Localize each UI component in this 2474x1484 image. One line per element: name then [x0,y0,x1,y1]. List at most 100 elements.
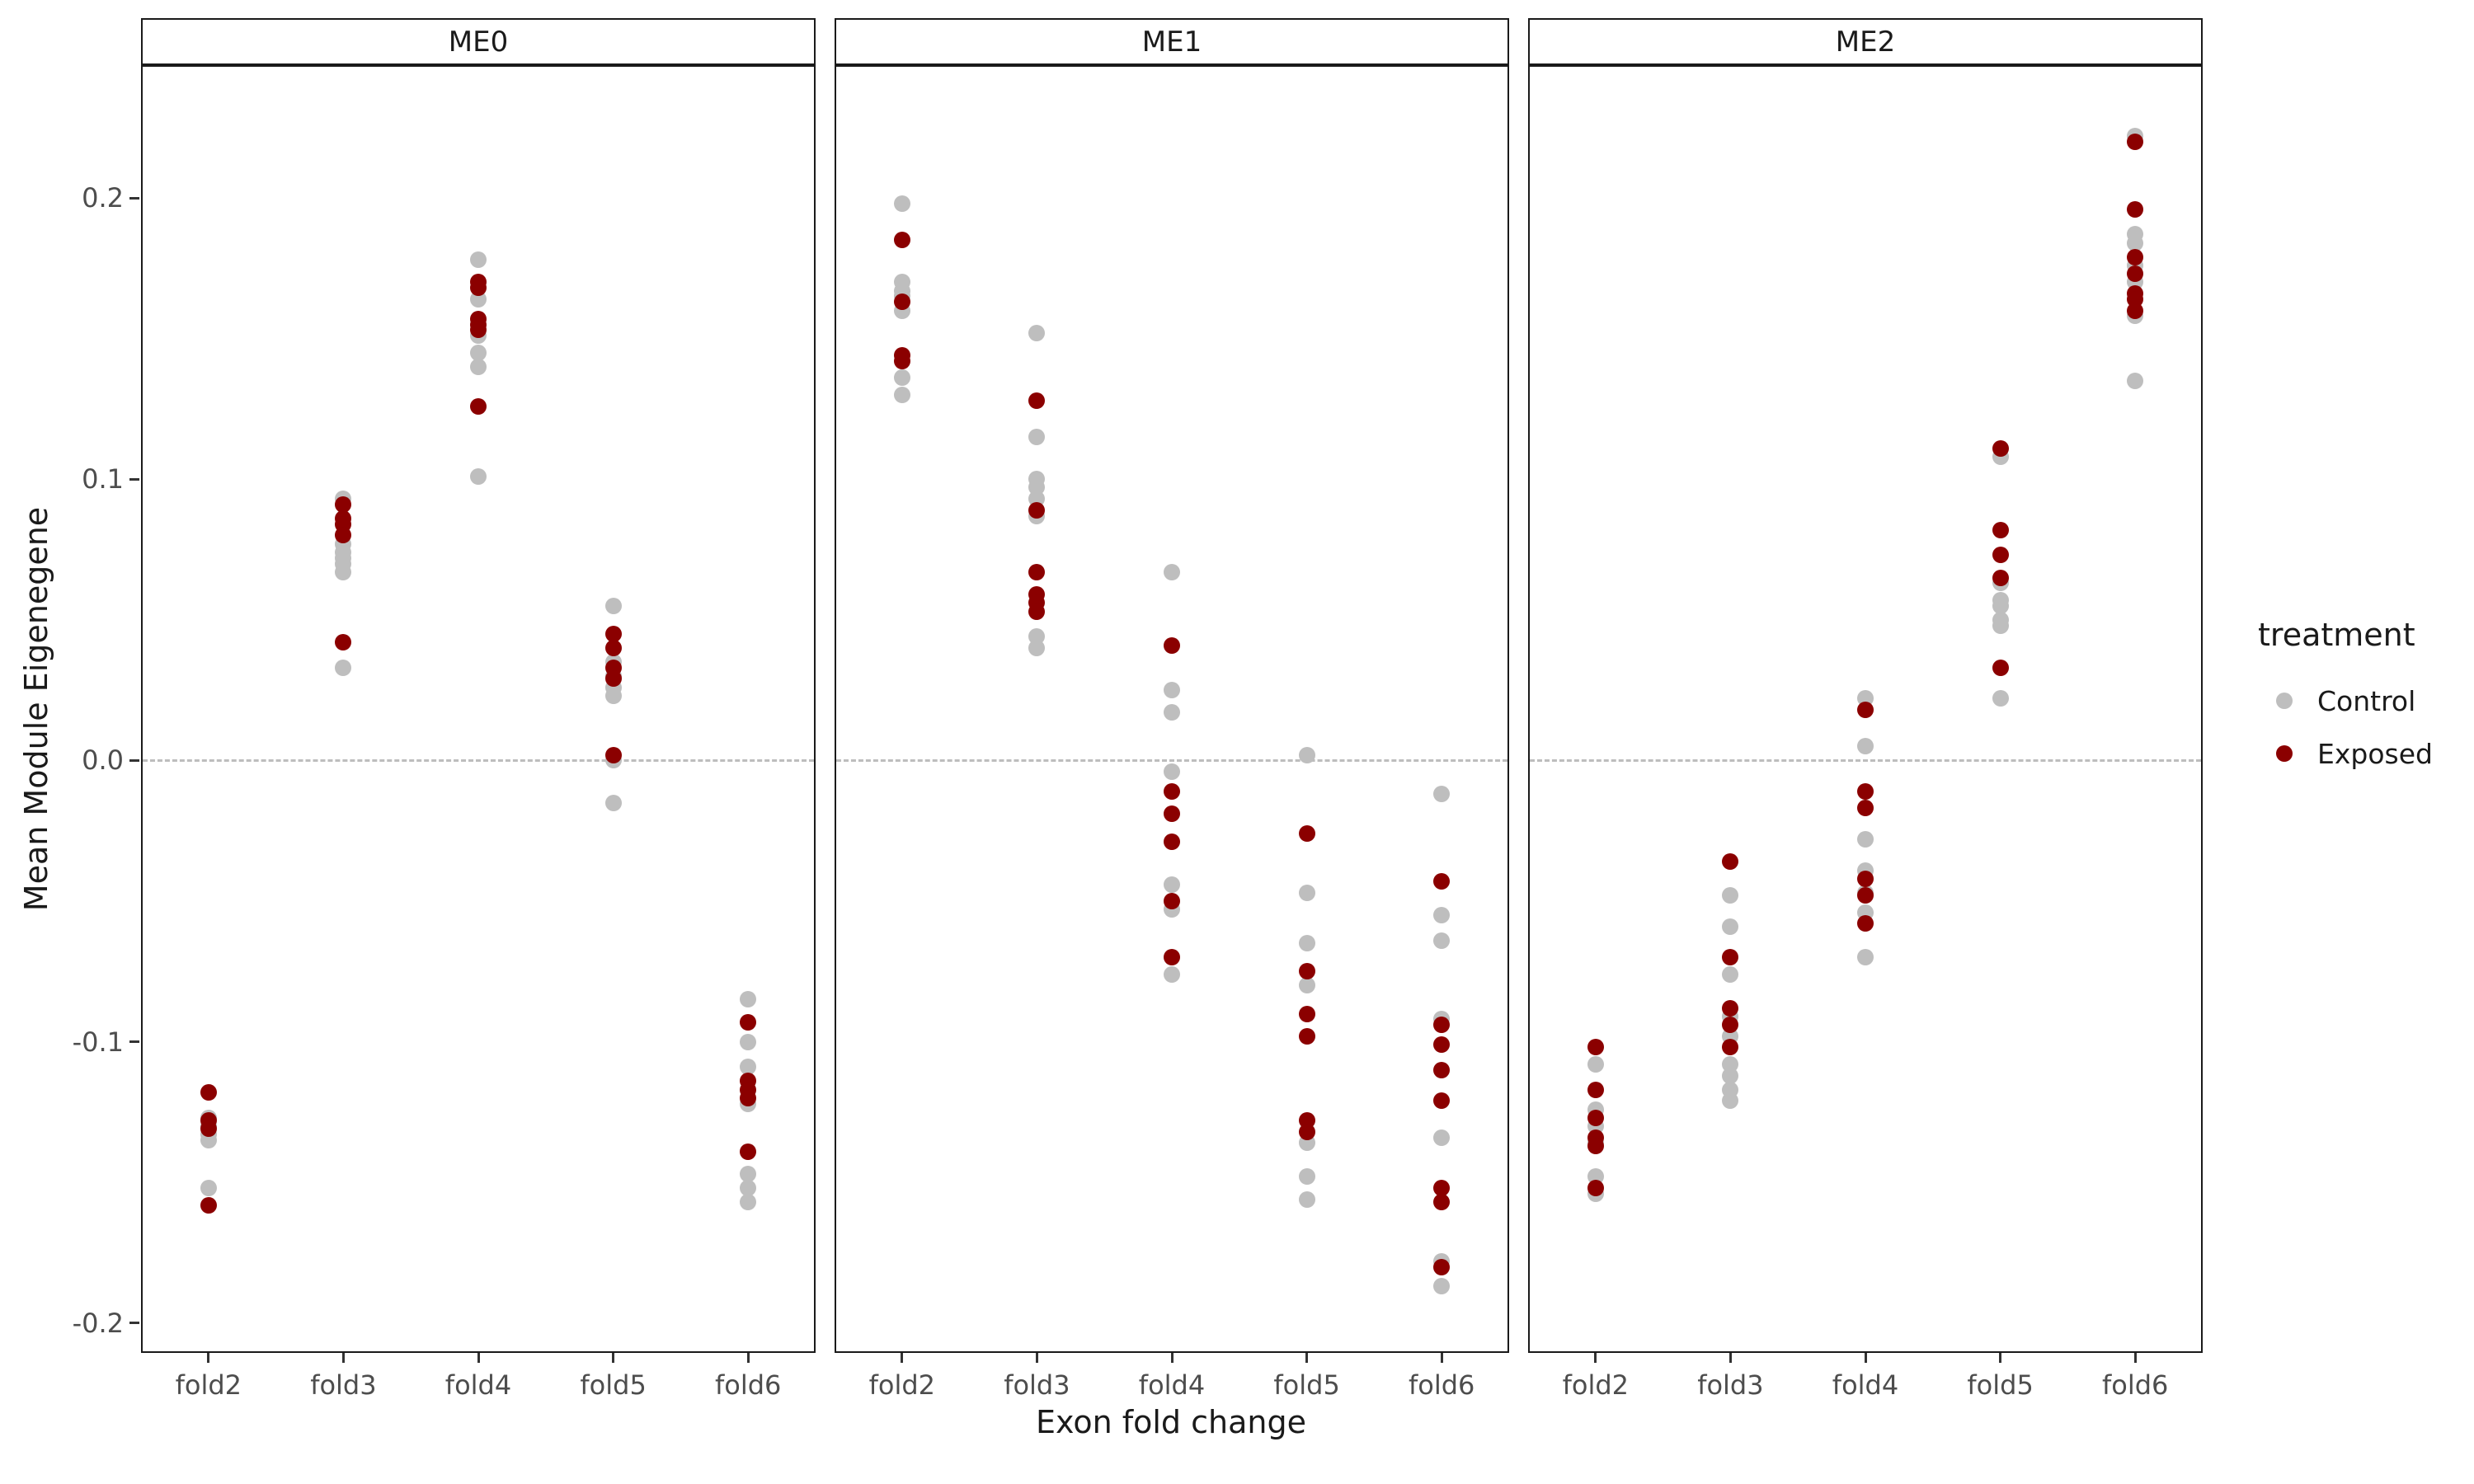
data-point-control [1722,965,1739,983]
panel-me0 [141,65,816,1353]
x-axis-tick-label: fold4 [1138,1369,1206,1401]
panel-me1 [835,65,1509,1353]
data-point-exposed [1587,1137,1604,1154]
data-point-control [470,344,487,361]
data-point-control [470,467,487,485]
data-point-exposed [1433,1036,1451,1054]
data-point-exposed [604,625,622,642]
data-point-exposed [335,527,352,544]
x-axis-tick-label: fold4 [444,1369,512,1401]
data-point-exposed [893,352,910,369]
data-point-exposed [740,1013,757,1031]
data-point-control [1722,918,1739,935]
data-point-exposed [1857,702,1874,719]
data-point-control [740,1033,757,1050]
data-point-exposed [1433,1194,1451,1211]
data-point-control [740,1180,757,1197]
data-point-exposed [1164,782,1180,800]
x-axis-tick [1864,1353,1867,1363]
data-point-exposed [1164,949,1180,966]
data-point-exposed [1164,636,1180,654]
data-point-control [470,358,487,375]
data-point-exposed [893,232,910,249]
data-point-control [604,597,622,614]
x-axis-tick [1035,1353,1038,1363]
data-point-exposed [1433,1061,1451,1078]
x-axis-tick-label: fold3 [1697,1369,1764,1401]
data-point-exposed [2127,265,2144,283]
data-point-exposed [1433,1258,1451,1275]
x-axis-tick-label: fold5 [1273,1369,1340,1401]
y-axis-tick [129,1040,139,1044]
data-point-control [470,251,487,269]
data-point-exposed [2127,248,2144,265]
data-point-exposed [1298,1123,1315,1140]
data-point-exposed [1857,782,1874,800]
data-point-control [893,369,910,387]
y-axis-tick-label: 0.1 [82,463,124,495]
data-point-exposed [1992,439,2009,457]
data-point-control [200,1180,217,1197]
data-point-control [335,563,352,580]
data-point-exposed [1028,501,1046,519]
data-point-exposed [2127,302,2144,319]
data-point-exposed [1164,805,1180,823]
x-axis-tick-label: fold6 [1408,1369,1475,1401]
data-point-control [1857,738,1874,755]
x-axis-tick [1305,1353,1309,1363]
data-point-exposed [604,639,622,656]
data-point-control [604,687,622,704]
data-point-control [1857,949,1874,966]
data-point-control [2127,372,2144,389]
x-axis-tick [1170,1353,1174,1363]
legend-entry-control: Control [2258,674,2433,727]
x-axis-tick [1999,1353,2002,1363]
legend-label-exposed: Exposed [2317,737,2433,770]
data-point-control [1164,704,1180,721]
y-axis-tick [129,1322,139,1325]
data-point-control [1164,876,1180,893]
data-point-control [1164,682,1180,699]
data-point-exposed [470,397,487,415]
data-point-exposed [335,634,352,651]
data-point-exposed [1857,915,1874,932]
data-point-control [1722,1092,1739,1110]
facet-strip-me0: ME0 [141,18,816,65]
data-point-control [1028,639,1046,656]
data-point-exposed [893,294,910,311]
x-axis-tick-label: fold4 [1832,1369,1899,1401]
data-point-exposed [2127,133,2144,150]
data-point-exposed [200,1120,217,1138]
data-point-control [2127,234,2144,251]
data-point-exposed [1433,1180,1451,1197]
x-axis-tick-label: fold5 [1967,1369,2034,1401]
data-point-control [893,386,910,403]
data-point-exposed [1298,963,1315,980]
data-point-control [740,991,757,1008]
data-point-exposed [1722,1039,1739,1056]
data-point-control [1298,977,1315,994]
data-point-exposed [1992,659,2009,676]
facet-strip-me1: ME1 [835,18,1509,65]
panel-me2 [1528,65,2203,1353]
data-point-exposed [1992,569,2009,586]
exposed-point-icon [2276,745,2293,762]
y-axis-tick-label: -0.1 [72,1026,124,1058]
x-axis-tick-label: fold6 [2101,1369,2169,1401]
x-axis-tick-label: fold2 [1562,1369,1629,1401]
x-axis-tick [2133,1353,2137,1363]
data-point-control [740,1194,757,1211]
data-point-exposed [1587,1180,1604,1197]
x-axis-tick-label: fold2 [868,1369,935,1401]
data-point-control [1722,1067,1739,1084]
data-point-control [1722,887,1739,904]
x-axis-tick-label: fold5 [580,1369,647,1401]
data-point-control [1298,884,1315,901]
data-point-exposed [1164,893,1180,910]
x-axis-tick [1594,1353,1597,1363]
data-point-control [1433,1278,1451,1295]
data-point-exposed [335,495,352,513]
data-point-control [1164,763,1180,781]
data-point-control [1298,1168,1315,1186]
